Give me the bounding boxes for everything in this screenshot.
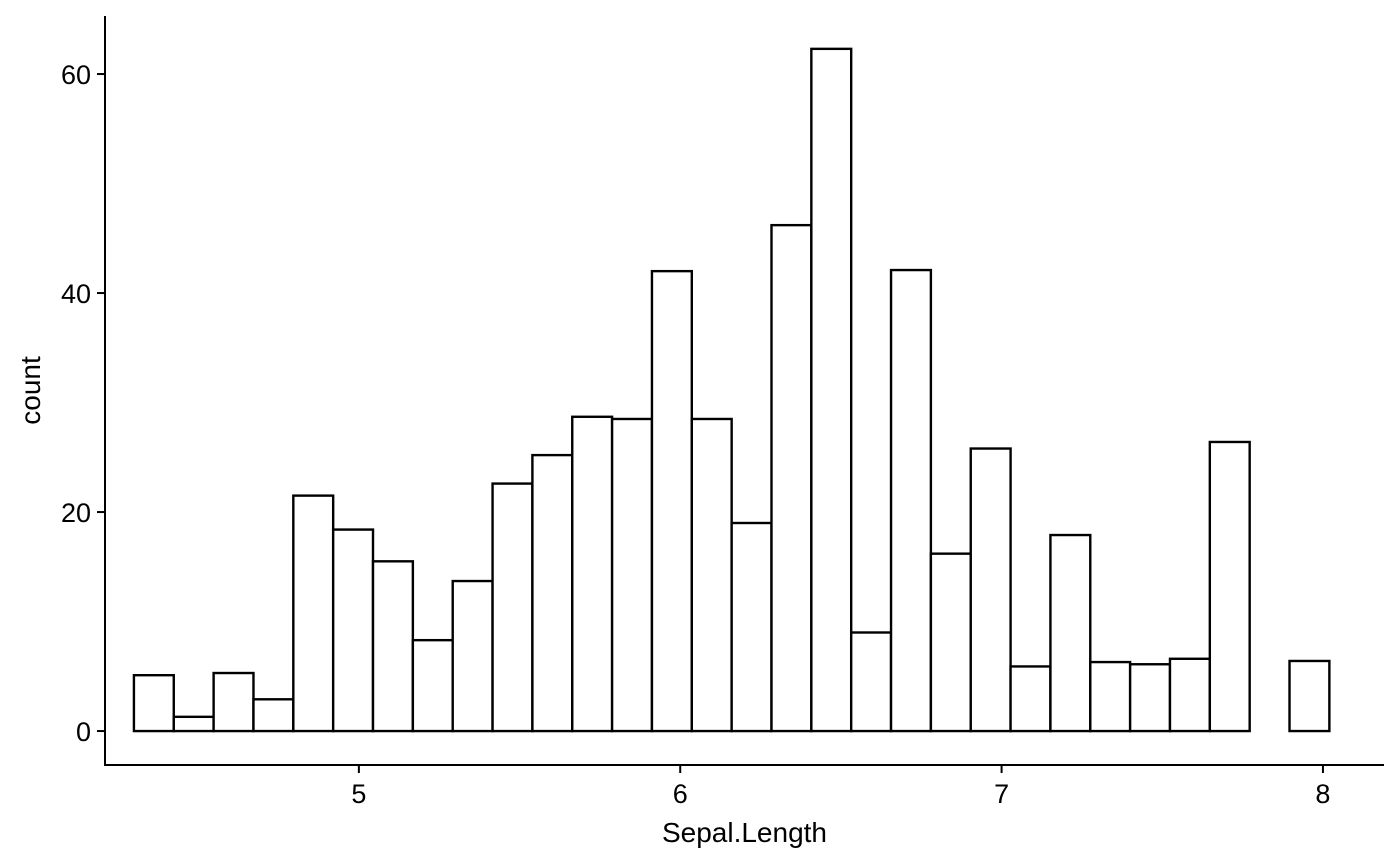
histogram-bar-7	[371, 560, 415, 733]
histogram-bar-19	[849, 631, 893, 733]
histogram-bar-24	[1049, 533, 1092, 733]
histogram-bar-3	[212, 671, 255, 733]
histogram-bar-11	[531, 453, 574, 733]
histogram-bar-26	[1128, 663, 1172, 733]
bars-layer	[132, 47, 1331, 733]
histogram-bar-5	[292, 494, 335, 733]
histogram-bar-16	[730, 521, 773, 733]
x-axis-ticks: 5 6 7 8	[351, 765, 1330, 809]
histogram-bar-4	[252, 698, 295, 733]
histogram-bar-12	[571, 415, 614, 733]
histogram-bar-2	[172, 715, 215, 733]
x-tick-label: 5	[351, 779, 366, 809]
histogram-bar-8	[411, 638, 454, 733]
y-tick-label: 20	[61, 498, 91, 528]
histogram-bar-30	[1288, 659, 1331, 733]
y-tick-label: 0	[76, 717, 91, 747]
histogram-bar-18	[810, 47, 853, 733]
x-tick-label: 6	[673, 779, 688, 809]
histogram-bar-17	[770, 223, 813, 733]
histogram-bar-25	[1089, 660, 1132, 733]
histogram-bar-21	[929, 552, 972, 733]
histogram-bar-10	[491, 482, 534, 733]
x-axis-title: Sepal.Length	[662, 817, 827, 848]
histogram-bar-23	[1009, 665, 1052, 733]
histogram-bar-1	[132, 674, 175, 733]
y-tick-label: 60	[61, 60, 91, 90]
axes-layer	[104, 16, 1384, 766]
y-axis-ticks: 0 20 40 60	[61, 60, 105, 747]
x-tick-label: 8	[1315, 779, 1330, 809]
histogram-bar-15	[690, 417, 733, 733]
histogram-bar-14	[650, 269, 694, 733]
histogram-bar-6	[331, 528, 375, 733]
histogram-bar-9	[451, 579, 494, 733]
y-tick-label: 40	[61, 279, 91, 309]
histogram-bar-28	[1208, 440, 1251, 733]
histogram-bar-13	[610, 417, 654, 733]
histogram-bar-27	[1168, 657, 1212, 733]
histogram-bar-20	[889, 268, 933, 733]
x-tick-label: 7	[994, 779, 1009, 809]
y-axis-title: count	[15, 356, 46, 425]
histogram-bar-22	[969, 447, 1012, 733]
